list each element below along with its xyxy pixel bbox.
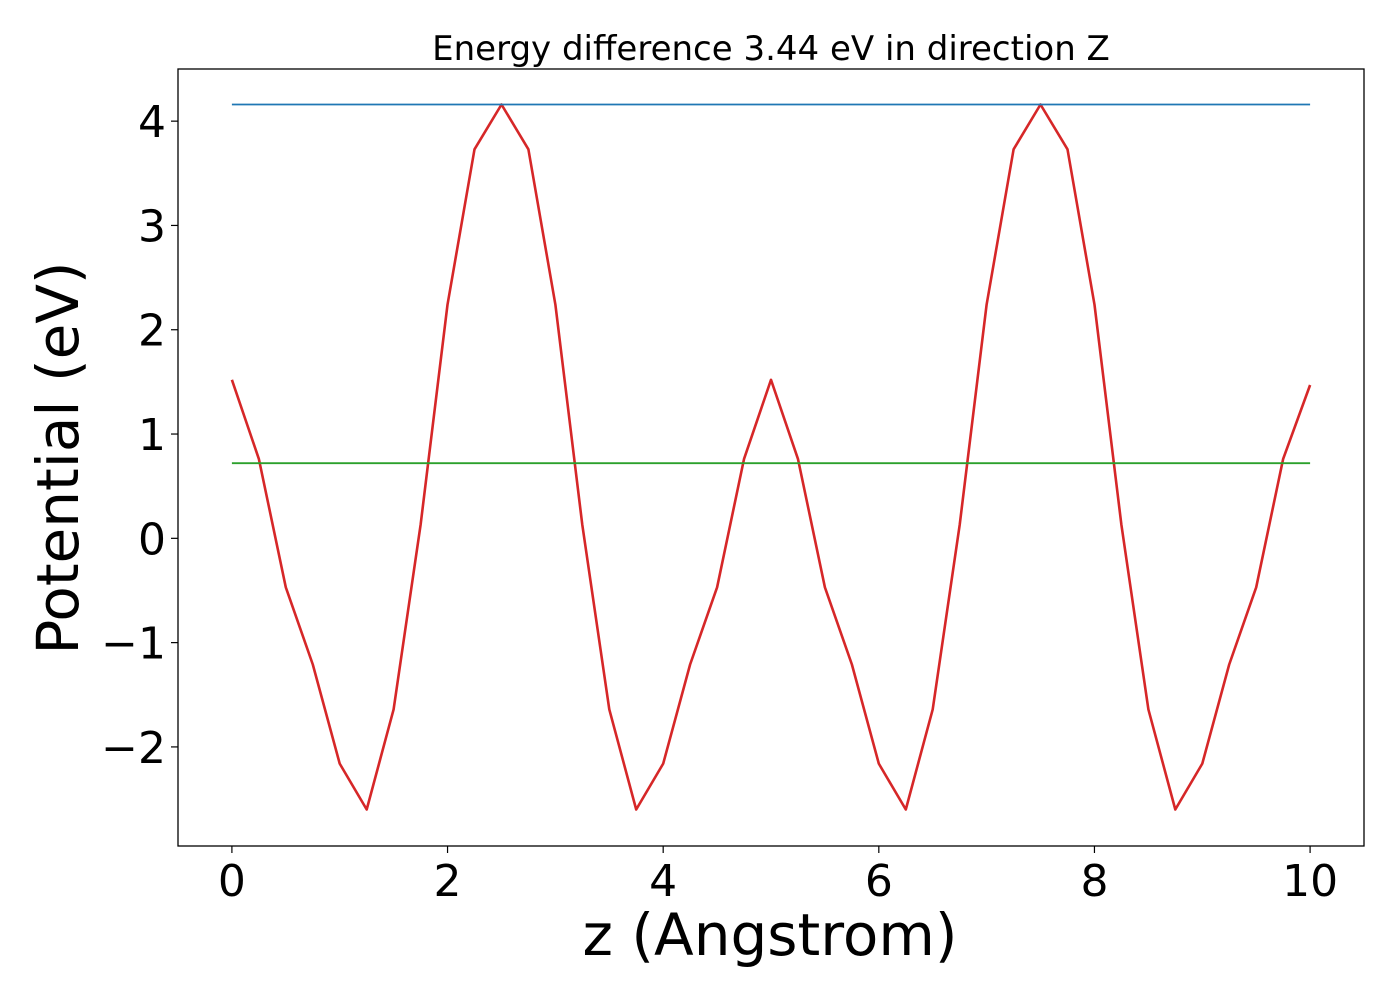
x-tick-label: 4 <box>649 856 677 907</box>
y-tick-label: 4 <box>138 97 166 148</box>
y-tick-label: 0 <box>138 514 166 565</box>
y-axis: −2 −1 0 1 2 3 4 <box>101 97 178 774</box>
y-tick-label: −1 <box>101 619 166 670</box>
x-axis-label: z (Angstrom) <box>583 901 958 969</box>
x-axis: 0 2 4 6 8 10 <box>218 846 1338 907</box>
series-line-0 <box>230 103 1312 811</box>
chart-title: Energy difference 3.44 eV in direction Z <box>432 29 1110 69</box>
y-tick-label: 3 <box>138 201 166 252</box>
x-tick-label: 6 <box>865 856 893 907</box>
plot-area <box>230 103 1312 811</box>
x-tick-label: 0 <box>218 856 246 907</box>
x-tick-label: 2 <box>434 856 462 907</box>
y-axis-label: Potential (eV) <box>24 261 92 654</box>
plot-frame <box>177 68 1365 847</box>
x-tick-label: 10 <box>1282 856 1338 907</box>
y-tick-label: −2 <box>101 723 166 774</box>
y-tick-label: 1 <box>138 410 166 461</box>
x-tick-label: 8 <box>1080 856 1108 907</box>
y-tick-label: 2 <box>138 306 166 357</box>
